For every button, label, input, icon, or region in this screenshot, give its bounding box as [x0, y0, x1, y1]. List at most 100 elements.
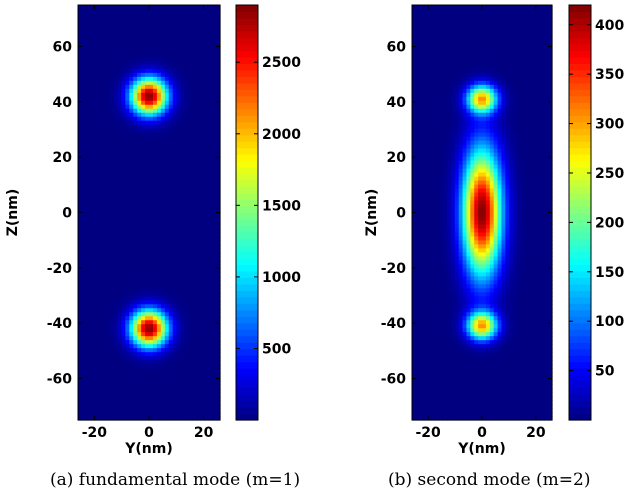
heatmap-cell [145, 48, 150, 54]
heatmap-cell [447, 8, 452, 14]
heatmap-cell [141, 404, 146, 409]
heatmap-cell [200, 8, 205, 14]
heatmap-cell [423, 76, 429, 82]
heatmap-cell [212, 272, 217, 277]
heatmap-cell [141, 104, 146, 110]
heatmap-cell [168, 372, 174, 377]
heatmap-cell [141, 208, 146, 214]
heatmap-cell [164, 296, 170, 301]
heatmap-cell [156, 408, 162, 413]
heatmap-cell [208, 48, 213, 54]
heatmap-cell [415, 124, 421, 130]
heatmap-cell [105, 364, 111, 369]
heatmap-cell [141, 408, 146, 413]
heatmap-cell [200, 180, 205, 186]
heatmap-cell [85, 264, 91, 269]
heatmap-cell [89, 36, 95, 42]
heatmap-cell [113, 116, 119, 122]
heatmap-cell [192, 280, 197, 285]
heatmap-cell [152, 268, 158, 273]
heatmap-cell [164, 32, 170, 38]
heatmap-cell [168, 156, 174, 162]
heatmap-cell [200, 356, 205, 361]
heatmap-cell [117, 192, 122, 198]
heatmap-cell [180, 252, 186, 257]
heatmap-cell [458, 52, 464, 58]
heatmap-cell [184, 16, 190, 22]
heatmap-cell [152, 400, 158, 405]
heatmap-cell [93, 396, 99, 401]
heatmap-cell [105, 96, 111, 102]
heatmap-cell [216, 416, 221, 421]
heatmap-cell [192, 184, 197, 190]
heatmap-cell [152, 164, 158, 170]
heatmap-cell [172, 256, 178, 261]
colorbar-band [236, 56, 258, 64]
heatmap-cell [216, 196, 221, 202]
heatmap-cell [200, 56, 205, 62]
heatmap-cell [141, 332, 146, 337]
heatmap-cell [548, 72, 553, 78]
heatmap-cell [176, 160, 182, 166]
heatmap-cell [415, 48, 421, 54]
heatmap-cell [517, 116, 522, 122]
heatmap-cell [528, 72, 534, 78]
heatmap-cell [544, 48, 549, 54]
heatmap-cell [164, 164, 170, 170]
heatmap-cell [485, 124, 491, 130]
heatmap-cell [137, 332, 142, 337]
heatmap-cell [141, 320, 146, 325]
colorbar-band [236, 270, 258, 278]
heatmap-cell [208, 332, 213, 337]
heatmap-cell [524, 44, 530, 50]
heatmap-cell [145, 392, 150, 397]
heatmap-cell [544, 80, 549, 86]
heatmap-cell [188, 140, 193, 146]
heatmap-cell [156, 328, 162, 333]
heatmap-cell [200, 44, 205, 50]
heatmap-cell [188, 100, 193, 106]
heatmap-cell [216, 232, 221, 238]
heatmap-cell [97, 364, 103, 369]
heatmap-cell [113, 244, 119, 250]
heatmap-cell [470, 28, 475, 34]
heatmap-cell [160, 264, 166, 269]
heatmap-cell [113, 144, 119, 150]
heatmap-cell [544, 40, 549, 46]
heatmap-cell [89, 344, 95, 349]
heatmap-cell [200, 176, 205, 182]
heatmap-cell [141, 340, 146, 345]
heatmap-cell [129, 92, 134, 98]
heatmap-cell [156, 412, 162, 417]
heatmap-cell [85, 116, 91, 122]
heatmap-cell [117, 340, 122, 345]
heatmap-cell [172, 40, 178, 46]
heatmap-cell [85, 92, 91, 98]
heatmap-cell [145, 8, 150, 14]
heatmap-cell [192, 132, 197, 138]
heatmap-cell [113, 332, 119, 337]
heatmap-cell [204, 364, 209, 369]
heatmap-cell [145, 124, 150, 130]
heatmap-cell [145, 320, 150, 325]
heatmap-cell [89, 148, 95, 154]
heatmap-cell [109, 400, 115, 405]
heatmap-cell [129, 280, 134, 285]
heatmap-cell [200, 316, 205, 321]
heatmap-cell [121, 348, 126, 353]
y-tick-label: 0 [62, 206, 72, 222]
heatmap-cell [184, 144, 190, 150]
heatmap-cell [113, 292, 119, 297]
heatmap-cell [419, 64, 425, 70]
heatmap-cell [431, 32, 436, 38]
heatmap-cell [443, 64, 448, 70]
heatmap-cell [133, 120, 138, 126]
heatmap-cell [149, 84, 154, 90]
heatmap-cell [470, 64, 475, 70]
heatmap-cell [113, 72, 119, 78]
heatmap-cell [105, 116, 111, 122]
heatmap-cell [454, 56, 460, 62]
heatmap-cell [101, 296, 107, 301]
heatmap-cell [149, 116, 154, 122]
heatmap-cell [427, 40, 433, 46]
